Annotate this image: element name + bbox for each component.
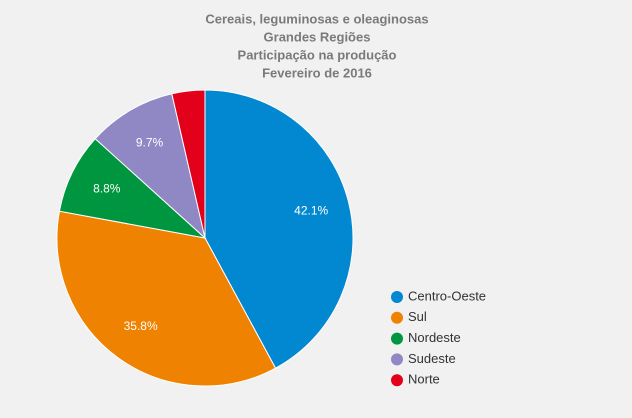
legend-marker [391, 291, 403, 303]
legend-marker [391, 353, 403, 366]
data-label: 8.8% [93, 182, 121, 196]
chart-title: Cereais, leguminosas e oleaginosas [205, 11, 428, 26]
legend-marker [391, 374, 403, 387]
pie-slice [204, 89, 354, 369]
legend-label: Norte [408, 372, 440, 387]
chart-title: Grandes Regiões [264, 29, 371, 44]
legend-label: Sudeste [408, 351, 456, 366]
legend-marker [391, 311, 403, 324]
data-label: 9.7% [136, 136, 164, 150]
pie-slice [171, 89, 206, 239]
data-label: 35.8% [124, 319, 158, 333]
data-label: 42.1% [294, 203, 328, 217]
legend-label: Nordeste [408, 330, 461, 345]
chart-title: Participação na produção [238, 47, 397, 62]
pie-slice [58, 138, 207, 239]
legend-marker [391, 332, 403, 345]
legend-label: Centro-Oeste [408, 288, 486, 303]
legend-label: Sul [408, 309, 427, 324]
chart-title: Fevereiro de 2016 [262, 65, 372, 80]
pie-slice [56, 210, 277, 387]
pie-slice [94, 93, 206, 240]
